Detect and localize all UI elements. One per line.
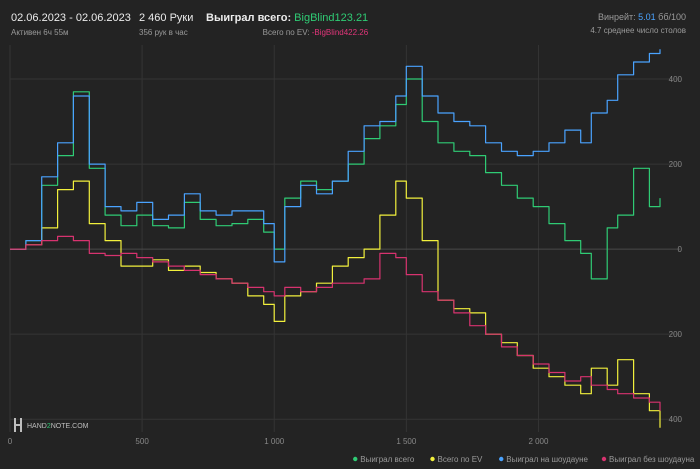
- legend-item[interactable]: Выиграл всего: [353, 455, 415, 464]
- won-label: Выиграл всего:: [206, 12, 292, 24]
- winrate-unit: бб/100: [658, 12, 686, 22]
- won-block: Выиграл всего: BigBlind123.21 Всего по E…: [206, 12, 368, 37]
- hands-per-hour: 356 рук в час: [139, 28, 188, 37]
- x-tick-label: 2 000: [528, 437, 549, 446]
- winrate-block: Винрейт: 5.01 бб/100 4.7 среднее число с…: [590, 12, 686, 35]
- y-tick-label: 200: [669, 160, 683, 169]
- logo-mark-icon: [14, 424, 22, 426]
- ev-label: Всего по EV:: [262, 28, 310, 37]
- logo-text: HAND2NOTE.COM: [27, 423, 89, 430]
- x-tick-label: 0: [8, 437, 13, 446]
- axis-labels: 0 500 1 000 1 500 2 000 400 200 0 200 400: [8, 75, 683, 446]
- date-range-block: 02.06.2023 - 02.06.2023 Активен 6ч 55м: [11, 12, 131, 37]
- legend-dot-icon: [353, 456, 358, 462]
- winrate-label: Винрейт:: [597, 12, 636, 22]
- legend-dot-icon: [430, 456, 435, 462]
- ev-value: -BigBlind422.26: [311, 28, 369, 37]
- won-value: BigBlind123.21: [294, 12, 369, 24]
- winrate-value: 5.01: [638, 12, 656, 22]
- avg-tables: 4.7 среднее число столов: [590, 26, 686, 35]
- legend-label: Выиграл без шоудауна: [609, 455, 695, 464]
- y-tick-label: 400: [669, 75, 683, 84]
- y-tick-label: 200: [669, 330, 683, 339]
- logo: HAND2NOTE.COM: [14, 418, 89, 432]
- legend-item[interactable]: Всего по EV: [430, 455, 483, 464]
- y-tick-label: 0: [678, 245, 683, 254]
- active-time: Активен 6ч 55м: [11, 28, 69, 37]
- legend-item[interactable]: Выиграл на шоудауне: [499, 455, 589, 464]
- hands-block: 2 460 Руки 356 рук в час: [139, 12, 193, 37]
- series-layer: [10, 49, 661, 428]
- legend-label: Всего по EV: [438, 455, 484, 464]
- legend-label: Выиграл на шоудауне: [506, 455, 588, 464]
- legend-dot-icon: [601, 456, 607, 462]
- x-tick-label: 1 500: [396, 437, 417, 446]
- x-tick-label: 500: [135, 437, 149, 446]
- legend-label: Выиграл всего: [360, 455, 415, 464]
- legend: Выиграл всего Всего по EV Выиграл на шоуда…: [353, 455, 695, 464]
- legend-item[interactable]: Выиграл без шоудауна: [601, 455, 695, 464]
- y-tick-label: 400: [669, 415, 683, 424]
- grid: [9, 45, 680, 432]
- date-range: 02.06.2023 - 02.06.2023: [11, 12, 131, 24]
- x-tick-label: 1 000: [264, 437, 285, 446]
- series-line: [10, 49, 661, 263]
- hands-count: 2 460 Руки: [139, 12, 194, 24]
- series-line: [10, 180, 661, 428]
- series-line: [10, 235, 661, 411]
- legend-dot-icon: [499, 456, 504, 462]
